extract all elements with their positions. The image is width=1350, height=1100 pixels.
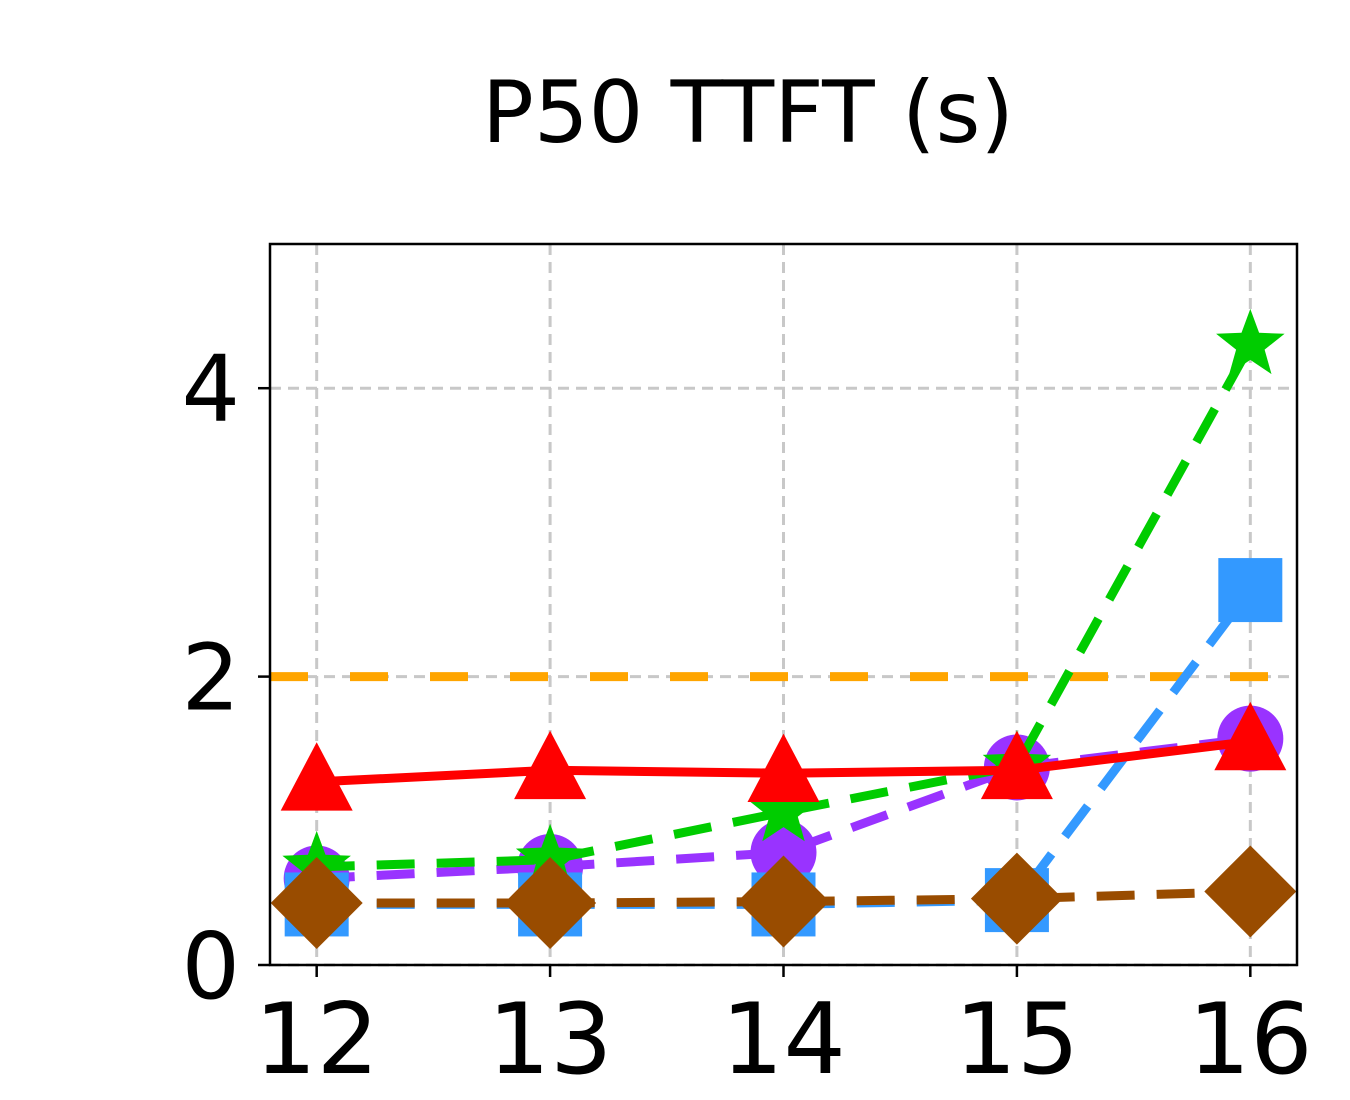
series-3-point-0 <box>280 742 353 811</box>
series-line-2 <box>316 342 1255 872</box>
series-3-point-3 <box>980 730 1053 800</box>
series-3-point-1 <box>514 730 587 800</box>
series-4-point-0 <box>270 856 363 949</box>
x-tick-label-1: 13 <box>488 983 613 1097</box>
series-2-point-2 <box>749 776 818 842</box>
series-4-point-3 <box>970 852 1063 945</box>
y-tick-label-2: 4 <box>181 336 240 443</box>
chart-title: P50 TTFT (s) <box>482 63 1014 163</box>
axes: 0 2 4 12 13 14 15 16 <box>181 336 1312 1097</box>
series-2-point-4 <box>1216 308 1285 375</box>
series-2-point-1 <box>515 823 585 889</box>
series-3-point-2 <box>747 733 820 803</box>
series-4-point-2 <box>737 855 830 948</box>
series-3 <box>280 701 1287 811</box>
x-tick-label-4: 16 <box>1188 983 1313 1097</box>
series-line-4 <box>316 887 1251 908</box>
x-tick-label-3: 15 <box>955 983 1080 1097</box>
series-layer <box>270 308 1297 949</box>
y-tick-label-0: 0 <box>181 913 240 1020</box>
series-4-point-1 <box>504 856 597 949</box>
series-3-point-4 <box>1214 701 1287 771</box>
x-tick-label-0: 12 <box>254 983 379 1097</box>
series-4 <box>270 845 1297 949</box>
series-4-point-4 <box>1204 845 1297 938</box>
x-tick-label-2: 14 <box>721 983 846 1097</box>
y-tick-label-1: 2 <box>181 625 240 732</box>
series-1-point-4 <box>1218 558 1283 623</box>
